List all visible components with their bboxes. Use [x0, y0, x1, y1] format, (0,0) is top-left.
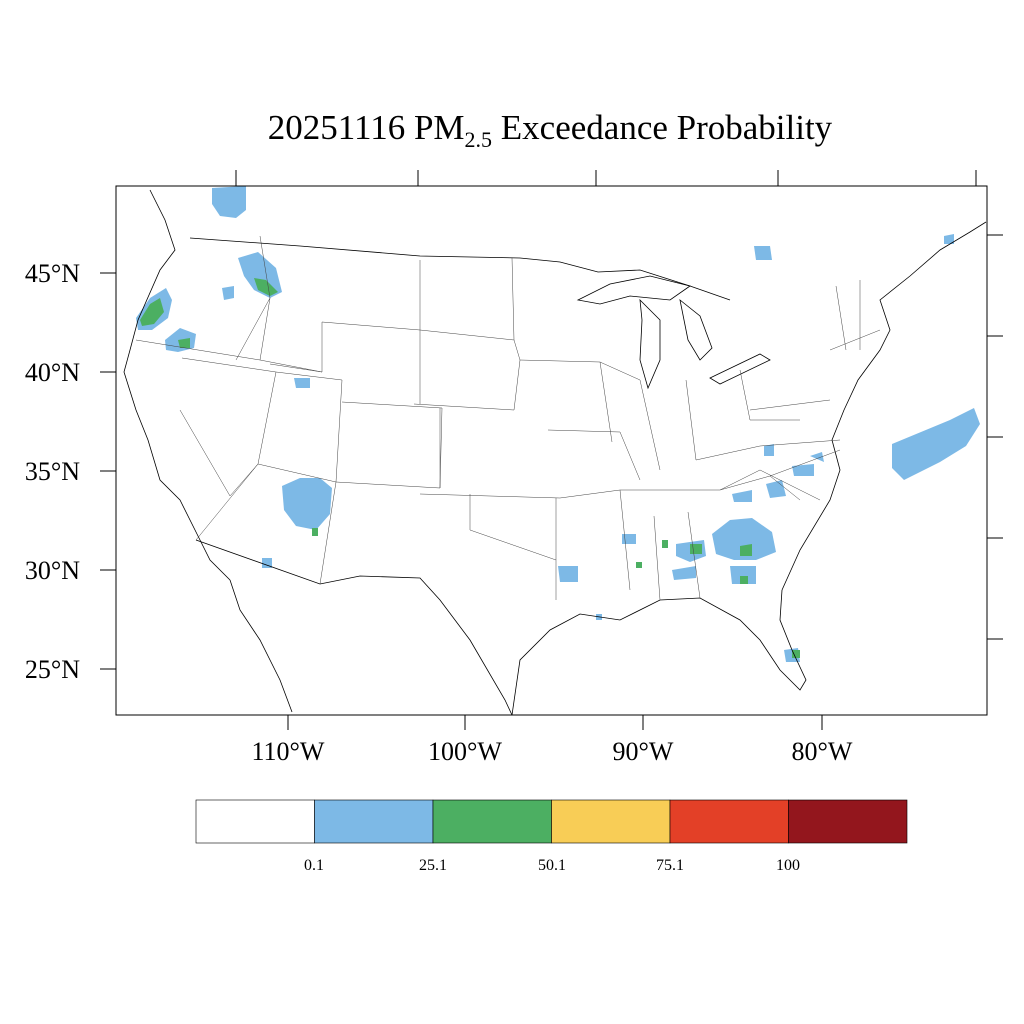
latitude-labels: 45°N 40°N 35°N 30°N 25°N	[25, 259, 80, 684]
map-frame	[115, 185, 988, 716]
prob-area-ga-green2	[740, 576, 748, 584]
legend-ticks: 0.1 25.1 50.1 75.1 100	[304, 857, 800, 874]
prob-area-tn	[764, 444, 774, 456]
longitude-labels: 110°W 100°W 90°W 80°W	[252, 737, 853, 766]
prob-area-sc	[732, 490, 752, 502]
lon-label-90: 90°W	[613, 737, 674, 766]
legend-tick-75.1: 75.1	[656, 857, 684, 874]
prob-area-arizona	[282, 478, 332, 530]
lon-label-100: 100°W	[428, 737, 502, 766]
title-suffix: Exceedance Probability	[500, 108, 833, 147]
prob-area-az-green	[312, 528, 318, 536]
baja	[229, 579, 293, 713]
title-pm: PM	[413, 108, 465, 147]
legend-tick-50.1: 50.1	[538, 857, 566, 874]
bottom-ticks	[287, 715, 823, 730]
prob-area-wa	[222, 286, 234, 300]
legend-swatch-4	[669, 799, 789, 844]
lat-label-25: 25°N	[25, 655, 80, 684]
probability-areas-mid	[140, 278, 800, 658]
gulf-coast	[511, 589, 807, 716]
prob-area-va	[810, 452, 824, 462]
prob-area-maine	[944, 234, 954, 244]
prob-area-louisiana	[558, 566, 578, 582]
legend-swatch-5	[788, 799, 908, 844]
legend-colorbar	[195, 799, 908, 844]
west-coast	[123, 189, 231, 581]
lat-label-30: 30°N	[25, 556, 80, 585]
prob-area-nc-east	[792, 464, 814, 476]
canada-border	[189, 237, 731, 301]
right-ticks	[987, 234, 1003, 640]
left-ticks	[100, 272, 116, 670]
legend-swatch-1	[314, 799, 434, 844]
map-outlines	[123, 189, 987, 716]
prob-area-az-south	[262, 558, 272, 568]
top-ticks	[235, 170, 977, 186]
lat-label-40: 40°N	[25, 358, 80, 387]
prob-area-or-green2	[178, 338, 190, 348]
legend-swatch-3	[551, 799, 671, 844]
lat-label-45: 45°N	[25, 259, 80, 288]
prob-area-mi	[754, 246, 772, 260]
prob-area-ga-south	[730, 566, 756, 584]
lake-huron	[679, 299, 713, 361]
prob-area-ga-green	[740, 544, 752, 556]
legend-swatch-0	[195, 799, 315, 844]
legend-tick-100: 100	[776, 857, 800, 874]
prob-area-al-green	[690, 544, 702, 554]
lake-erie	[709, 353, 771, 385]
prob-area-id-green	[254, 278, 278, 296]
prob-area-nc	[766, 480, 786, 498]
prob-area-or-green	[140, 298, 164, 326]
map-title: 20251116 PM2.5 Exceedance Probability	[0, 108, 1024, 153]
prob-area-georgia	[712, 518, 776, 560]
probability-areas-low	[136, 186, 980, 662]
prob-area-al-green2	[662, 540, 668, 548]
east-coast	[781, 221, 987, 591]
lat-label-35: 35°N	[25, 457, 80, 486]
prob-area-miss	[622, 534, 636, 544]
prob-area-al-south	[672, 566, 696, 580]
prob-area-fl-green	[792, 650, 800, 658]
prob-area-bc	[212, 186, 246, 218]
lake-superior	[576, 275, 691, 305]
prob-area-ms-green	[636, 562, 642, 568]
lon-label-80: 80°W	[792, 737, 853, 766]
title-date: 20251116	[267, 108, 406, 147]
mexico-border	[195, 539, 513, 716]
title-pm-subscript: 2.5	[464, 127, 493, 152]
prob-area-atlantic	[892, 408, 980, 480]
legend-tick-25.1: 25.1	[419, 857, 447, 874]
lon-label-110: 110°W	[252, 737, 325, 766]
legend-swatch-2	[432, 799, 552, 844]
lake-michigan	[639, 298, 661, 390]
prob-area-utah	[294, 378, 310, 388]
state-borders	[135, 235, 881, 601]
legend-tick-0.1: 0.1	[304, 857, 324, 874]
